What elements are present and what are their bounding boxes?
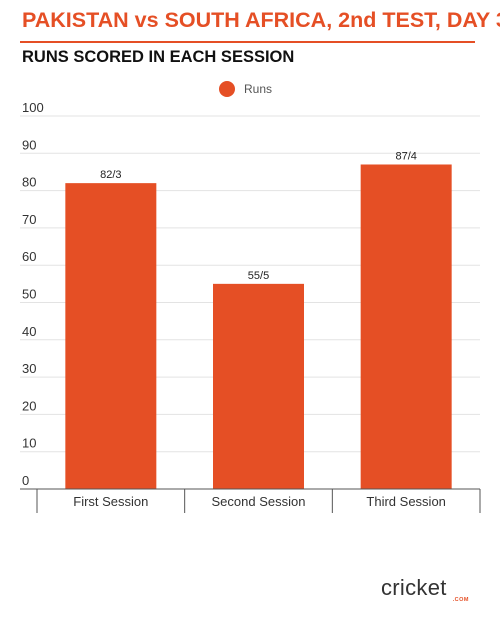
y-tick-label: 10 [22, 436, 36, 451]
data-labels: 82/3 55/5 87/4 [100, 150, 417, 281]
bar-third-session [360, 164, 452, 490]
y-tick-label: 80 [22, 175, 36, 190]
bar-first-session [65, 183, 157, 489]
cricket-com-logo: cricket .COM [381, 577, 471, 605]
chart-subtitle: RUNS SCORED IN EACH SESSION [22, 48, 295, 66]
bars [65, 164, 452, 490]
legend-swatch-runs [219, 81, 235, 97]
y-tick-label: 70 [22, 212, 36, 227]
y-tick-label: 20 [22, 398, 36, 413]
chart-title: PAKISTAN vs SOUTH AFRICA, 2nd TEST, DAY … [22, 8, 500, 32]
legend: Runs [219, 81, 272, 97]
legend-label-runs: Runs [244, 82, 273, 96]
bar-data-label: 87/4 [395, 150, 416, 162]
bar-second-session [213, 283, 304, 489]
x-category-label: Second Session [212, 494, 306, 509]
logo-suffix: .COM [452, 597, 469, 603]
y-tick-label: 60 [22, 249, 36, 264]
y-tick-label: 50 [22, 287, 36, 302]
x-category-label: First Session [73, 494, 148, 509]
bar-data-label: 55/5 [248, 270, 269, 282]
y-tick-label: 90 [22, 137, 36, 152]
y-tick-label: 30 [22, 361, 36, 376]
y-tick-label: 100 [22, 100, 44, 115]
y-axis-ticks: 0 10 20 30 40 50 60 70 80 90 100 [22, 100, 44, 488]
x-axis: First Session Second Session Third Session [20, 488, 481, 513]
y-tick-label: 0 [22, 473, 29, 488]
title-underline [20, 41, 475, 43]
y-tick-label: 40 [22, 324, 36, 339]
bar-data-label: 82/3 [100, 169, 121, 181]
x-category-label: Third Session [366, 494, 445, 509]
logo-wordmark: cricket [381, 575, 447, 600]
